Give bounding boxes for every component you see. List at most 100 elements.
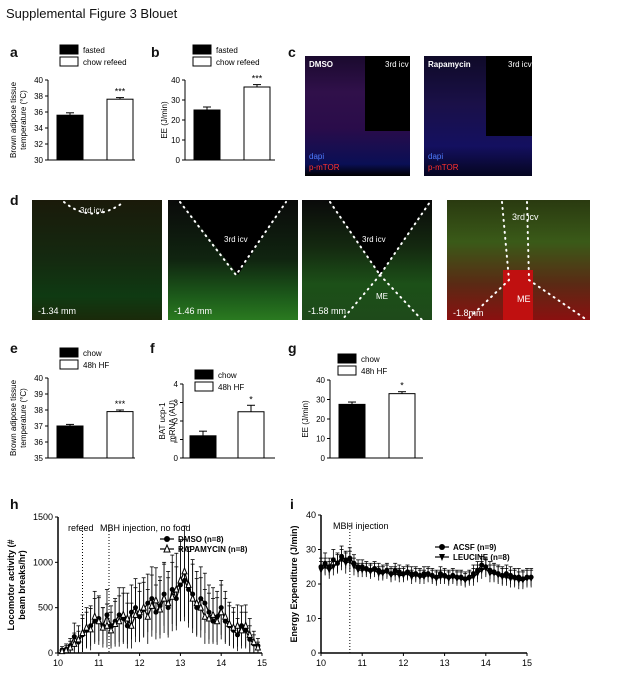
data-point-down-triangle <box>512 576 518 583</box>
legend-label: 48h HF <box>83 361 109 370</box>
bar <box>338 403 366 459</box>
bar <box>243 86 271 161</box>
data-point-down-triangle <box>367 569 373 576</box>
data-point-down-triangle <box>479 567 485 574</box>
y-axis-label: Locomotor activity (# <box>6 539 16 630</box>
micrograph-title: DMSO <box>309 60 333 69</box>
data-point-triangle <box>222 611 229 620</box>
bar-chart-g: chow 48h HF 0 10 20 30 40 EE (J/min) * <box>301 353 423 463</box>
data-point-down-triangle <box>499 574 505 581</box>
data-point-triangle <box>120 610 127 618</box>
ventricle-region <box>365 56 410 131</box>
data-point-triangle <box>128 621 135 629</box>
data-point-down-triangle <box>487 571 493 578</box>
legend-label: 48h HF <box>361 367 387 376</box>
micrograph-depth-label: -1.8mm <box>453 308 484 318</box>
panel-label-h: h <box>10 496 19 512</box>
panel-label-b: b <box>151 44 160 60</box>
bar <box>237 411 265 459</box>
line-chart-h: 0 500 1000 1500 10 11 12 13 14 15 Locomotor activi… <box>6 512 267 668</box>
data-point-triangle <box>226 619 233 627</box>
panel-label-d: d <box>10 192 19 208</box>
legend-label: ACSF (n=9) <box>453 543 497 552</box>
micrograph-icv-label: 3rd icv <box>362 235 386 244</box>
data-point-triangle <box>201 611 209 620</box>
data-point-down-triangle <box>400 572 406 579</box>
y-tick-label: 40 <box>34 374 43 383</box>
micrograph-depth-label: -1.34 mm <box>38 306 77 316</box>
data-point-triangle <box>246 630 254 638</box>
stain-label-pmtor: p-mTOR <box>428 163 459 172</box>
data-point-triangle <box>185 580 192 588</box>
data-point-down-triangle <box>417 574 423 581</box>
legend-label: fasted <box>83 46 105 55</box>
y-axis-label: EE (J/min) <box>301 400 310 438</box>
legend-label: chow refeed <box>216 58 260 67</box>
y-tick-label: 37 <box>34 422 43 431</box>
annotation-label: MBH injection, no food <box>100 523 191 533</box>
bar <box>56 114 84 161</box>
micrograph-depth-label: -1.58 mm <box>308 306 347 316</box>
data-point-down-triangle <box>347 559 353 566</box>
y-axis-label: temperature (°C) <box>19 90 28 150</box>
data-point-triangle <box>173 584 180 593</box>
data-point-down-triangle <box>520 578 526 585</box>
data-point-down-triangle <box>405 571 411 578</box>
data-point-down-triangle <box>425 572 431 579</box>
data-point-triangle <box>209 610 217 618</box>
data-point-down-triangle <box>384 569 390 576</box>
data-point-down-triangle <box>454 576 460 583</box>
legend-swatch <box>59 359 79 370</box>
data-point-triangle <box>152 595 160 604</box>
data-point-down-triangle <box>326 567 332 574</box>
y-axis-label: EE (J/min) <box>160 101 169 139</box>
data-point-down-triangle <box>388 572 394 579</box>
data-point-triangle <box>58 646 66 655</box>
data-point-down-triangle <box>413 572 419 579</box>
y-tick-label: 0 <box>174 454 179 463</box>
y-tick-label: 36 <box>34 108 43 117</box>
data-point-triangle <box>234 621 241 629</box>
x-tick-label: 10 <box>53 658 63 668</box>
data-point-triangle <box>87 624 94 633</box>
data-point-triangle <box>168 591 176 600</box>
x-tick-label: 12 <box>135 658 145 668</box>
data-point-down-triangle <box>503 574 509 581</box>
figure-title: Supplemental Figure 3 Blouet <box>6 6 178 21</box>
significance-marker: *** <box>115 87 126 97</box>
data-point-down-triangle <box>491 571 497 578</box>
y-axis-label: Brown adipose tissue <box>9 81 18 158</box>
legend-label: chow <box>361 355 380 364</box>
micrograph-d-2: 3rd icv -1.46 mm <box>168 200 298 320</box>
ventricle-region <box>486 56 532 136</box>
data-point-down-triangle <box>446 576 452 583</box>
micrograph-icv-label: 3rd icv <box>512 212 539 222</box>
y-tick-label: 10 <box>316 435 325 444</box>
data-point-down-triangle <box>442 574 448 581</box>
y-tick-label: 20 <box>171 116 180 125</box>
data-point-triangle <box>181 566 188 575</box>
data-point-circle <box>439 544 445 550</box>
x-tick-label: 13 <box>175 658 185 668</box>
data-point-triangle <box>91 611 98 620</box>
y-tick-label: 38 <box>34 406 43 415</box>
legend-label: 48h HF <box>218 383 244 392</box>
micrograph-d-3: 3rd icv ME -1.58 mm <box>302 200 432 320</box>
micrograph-depth-label: -1.46 mm <box>174 306 213 316</box>
micrograph-c-dmso: DMSO 3rd icv dapi p-mTOR <box>305 56 410 176</box>
y-tick-label: 1000 <box>33 557 53 567</box>
y-tick-label: 3 <box>174 399 179 408</box>
y-tick-label: 40 <box>316 376 325 385</box>
legend-swatch <box>59 56 79 67</box>
data-point-down-triangle <box>470 574 476 581</box>
micrograph-icv-label: 3rd icv <box>224 235 248 244</box>
y-axis-label: beam breaks/hr) <box>17 550 27 620</box>
data-point-triangle <box>124 613 131 622</box>
bar <box>106 411 134 459</box>
x-tick-label: 13 <box>440 658 450 668</box>
data-point-down-triangle <box>322 564 328 571</box>
x-tick-label: 15 <box>522 658 532 668</box>
data-point-triangle <box>164 598 172 607</box>
legend-swatch <box>337 365 357 376</box>
data-point-down-triangle <box>363 567 369 574</box>
